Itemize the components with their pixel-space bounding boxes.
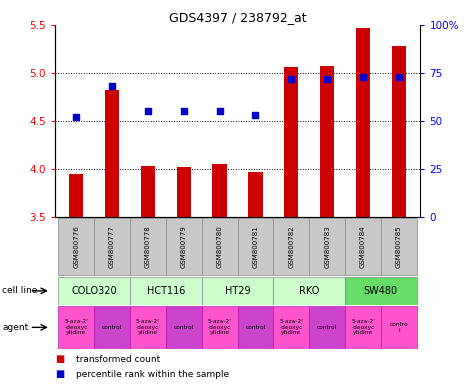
FancyBboxPatch shape bbox=[58, 218, 94, 275]
Text: ■: ■ bbox=[55, 354, 64, 364]
Text: control: control bbox=[245, 325, 266, 330]
FancyBboxPatch shape bbox=[58, 306, 94, 349]
FancyBboxPatch shape bbox=[202, 277, 273, 305]
Text: 5-aza-2'
-deoxyc
ytidine: 5-aza-2' -deoxyc ytidine bbox=[136, 319, 160, 335]
FancyBboxPatch shape bbox=[166, 218, 202, 275]
FancyBboxPatch shape bbox=[130, 277, 202, 305]
Text: GSM800781: GSM800781 bbox=[252, 225, 258, 268]
FancyBboxPatch shape bbox=[345, 306, 381, 349]
FancyBboxPatch shape bbox=[58, 277, 130, 305]
Bar bbox=[392, 46, 406, 217]
Point bbox=[108, 83, 116, 89]
FancyBboxPatch shape bbox=[381, 306, 417, 349]
Text: HCT116: HCT116 bbox=[147, 286, 185, 296]
Title: GDS4397 / 238792_at: GDS4397 / 238792_at bbox=[169, 11, 306, 24]
Text: ■: ■ bbox=[55, 369, 64, 379]
FancyBboxPatch shape bbox=[273, 306, 309, 349]
Text: transformed count: transformed count bbox=[76, 354, 160, 364]
Text: cell line: cell line bbox=[2, 286, 38, 295]
Point bbox=[72, 114, 80, 120]
FancyBboxPatch shape bbox=[130, 218, 166, 275]
Bar bbox=[141, 166, 155, 217]
Point bbox=[252, 112, 259, 118]
Text: GSM800784: GSM800784 bbox=[360, 225, 366, 268]
FancyBboxPatch shape bbox=[202, 218, 238, 275]
FancyBboxPatch shape bbox=[309, 306, 345, 349]
Point bbox=[287, 76, 295, 82]
Point bbox=[359, 74, 367, 80]
Bar bbox=[212, 164, 227, 217]
Text: GSM800777: GSM800777 bbox=[109, 225, 115, 268]
FancyBboxPatch shape bbox=[309, 218, 345, 275]
Bar bbox=[320, 66, 334, 217]
Bar bbox=[248, 172, 263, 217]
Bar bbox=[69, 174, 83, 217]
Bar bbox=[356, 28, 370, 217]
Text: GSM800776: GSM800776 bbox=[73, 225, 79, 268]
FancyBboxPatch shape bbox=[202, 306, 238, 349]
FancyBboxPatch shape bbox=[273, 218, 309, 275]
Text: percentile rank within the sample: percentile rank within the sample bbox=[76, 370, 229, 379]
Text: 5-aza-2'
-deoxyc
ytidine: 5-aza-2' -deoxyc ytidine bbox=[351, 319, 375, 335]
Point bbox=[144, 108, 152, 114]
Bar bbox=[177, 167, 191, 217]
Text: GSM800785: GSM800785 bbox=[396, 225, 402, 268]
Text: GSM800783: GSM800783 bbox=[324, 225, 330, 268]
Text: RKO: RKO bbox=[299, 286, 319, 296]
Text: HT29: HT29 bbox=[225, 286, 250, 296]
Point bbox=[180, 108, 188, 114]
Text: agent: agent bbox=[2, 323, 28, 332]
FancyBboxPatch shape bbox=[238, 306, 273, 349]
FancyBboxPatch shape bbox=[130, 306, 166, 349]
FancyBboxPatch shape bbox=[94, 306, 130, 349]
FancyBboxPatch shape bbox=[94, 218, 130, 275]
FancyBboxPatch shape bbox=[345, 277, 417, 305]
Text: COLO320: COLO320 bbox=[71, 286, 117, 296]
Text: contro
l: contro l bbox=[390, 322, 408, 333]
FancyBboxPatch shape bbox=[238, 218, 273, 275]
Text: 5-aza-2'
-deoxyc
ytidine: 5-aza-2' -deoxyc ytidine bbox=[279, 319, 303, 335]
Text: GSM800779: GSM800779 bbox=[180, 225, 187, 268]
FancyBboxPatch shape bbox=[166, 306, 202, 349]
Text: 5-aza-2'
-deoxyc
ytidine: 5-aza-2' -deoxyc ytidine bbox=[208, 319, 231, 335]
Text: 5-aza-2'
-deoxyc
ytidine: 5-aza-2' -deoxyc ytidine bbox=[64, 319, 88, 335]
Text: GSM800780: GSM800780 bbox=[217, 225, 223, 268]
FancyBboxPatch shape bbox=[381, 218, 417, 275]
Text: control: control bbox=[317, 325, 337, 330]
FancyBboxPatch shape bbox=[273, 277, 345, 305]
Text: control: control bbox=[102, 325, 122, 330]
Point bbox=[323, 76, 331, 82]
Text: SW480: SW480 bbox=[364, 286, 398, 296]
FancyBboxPatch shape bbox=[345, 218, 381, 275]
Point bbox=[216, 108, 223, 114]
Bar bbox=[105, 90, 119, 217]
Point bbox=[395, 74, 403, 80]
Text: control: control bbox=[173, 325, 194, 330]
Text: GSM800778: GSM800778 bbox=[145, 225, 151, 268]
Bar bbox=[284, 67, 298, 217]
Text: GSM800782: GSM800782 bbox=[288, 225, 294, 268]
